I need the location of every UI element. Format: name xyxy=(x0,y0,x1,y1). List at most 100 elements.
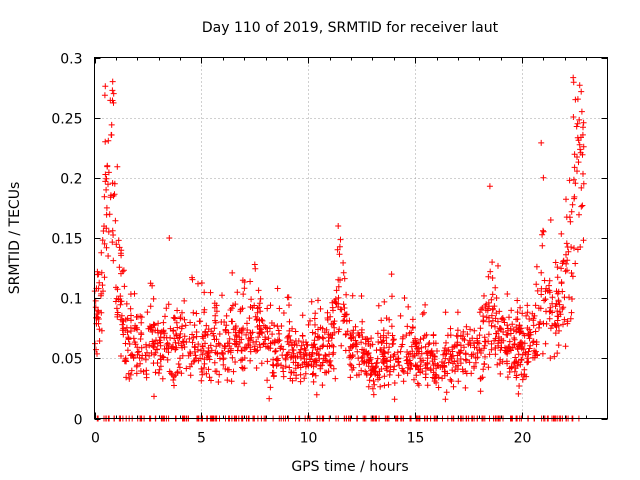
data-point xyxy=(228,305,235,312)
data-point xyxy=(254,305,261,312)
data-point xyxy=(526,316,533,322)
data-point xyxy=(118,270,124,277)
data-point xyxy=(273,356,280,363)
data-point xyxy=(578,108,585,115)
data-point xyxy=(258,360,265,367)
data-point xyxy=(195,341,202,348)
data-point xyxy=(430,331,437,338)
data-point xyxy=(228,378,235,385)
data-point xyxy=(466,359,473,366)
data-point xyxy=(114,163,121,170)
data-point xyxy=(221,319,228,325)
data-point xyxy=(301,345,308,352)
data-point xyxy=(568,270,575,276)
data-point xyxy=(498,315,505,322)
data-point xyxy=(408,329,415,336)
data-point xyxy=(564,244,571,250)
data-point xyxy=(216,355,223,362)
data-point xyxy=(177,330,184,337)
data-point xyxy=(199,351,206,358)
data-point xyxy=(133,314,140,320)
data-point xyxy=(124,347,131,354)
data-point xyxy=(554,264,561,271)
data-point xyxy=(244,320,250,327)
data-point xyxy=(194,346,201,353)
data-point xyxy=(530,317,537,324)
y-tick-label: 0.15 xyxy=(51,232,82,248)
data-point xyxy=(380,353,387,360)
data-point xyxy=(483,314,490,321)
data-point xyxy=(419,311,426,318)
data-point xyxy=(174,368,181,375)
y-tick-label: 0.3 xyxy=(60,52,82,68)
data-point xyxy=(286,318,293,325)
data-point xyxy=(144,309,151,316)
data-point xyxy=(496,325,503,332)
data-point xyxy=(247,357,254,364)
data-point xyxy=(253,365,260,371)
data-point xyxy=(149,338,156,345)
data-point xyxy=(205,366,212,373)
data-point xyxy=(395,372,402,379)
data-point xyxy=(485,331,492,338)
data-point xyxy=(120,267,127,274)
data-point xyxy=(480,317,487,324)
data-point xyxy=(287,354,294,361)
data-point xyxy=(349,292,356,299)
data-point xyxy=(248,296,255,303)
data-point xyxy=(220,361,227,368)
data-point xyxy=(448,355,455,362)
data-point xyxy=(148,324,155,331)
data-point xyxy=(191,322,198,329)
data-point xyxy=(556,327,562,334)
data-point xyxy=(157,363,164,370)
data-point xyxy=(365,356,372,363)
data-point xyxy=(212,319,219,326)
data-point xyxy=(118,247,125,254)
data-point xyxy=(163,334,170,341)
data-point xyxy=(378,317,385,324)
data-point xyxy=(459,335,466,342)
data-point xyxy=(220,350,226,356)
data-point xyxy=(100,288,106,295)
data-point xyxy=(377,383,384,390)
data-point xyxy=(493,330,499,337)
data-point xyxy=(371,365,378,372)
data-point xyxy=(491,337,498,344)
data-point xyxy=(159,375,166,382)
data-point xyxy=(422,374,429,381)
data-point xyxy=(551,353,558,360)
data-point xyxy=(449,348,456,355)
data-point xyxy=(280,310,287,316)
data-point xyxy=(488,340,495,347)
data-point xyxy=(258,316,265,323)
data-point xyxy=(335,328,342,335)
data-point xyxy=(312,330,319,337)
data-point xyxy=(361,350,368,357)
data-point xyxy=(574,168,580,175)
data-point xyxy=(331,324,338,331)
data-point xyxy=(408,361,415,368)
data-point xyxy=(316,334,323,341)
data-point xyxy=(397,312,404,319)
data-point xyxy=(260,341,267,348)
data-point xyxy=(466,337,473,344)
data-point xyxy=(116,264,123,271)
data-point xyxy=(341,275,348,282)
data-point xyxy=(246,315,253,322)
data-point xyxy=(190,309,197,316)
data-point xyxy=(336,243,343,250)
data-point xyxy=(447,376,454,383)
data-point xyxy=(511,341,518,347)
data-point xyxy=(180,339,187,346)
data-point xyxy=(130,354,137,360)
data-point xyxy=(223,312,230,319)
data-point xyxy=(385,381,392,388)
data-point xyxy=(269,369,276,376)
data-point xyxy=(257,308,264,315)
data-point xyxy=(514,297,521,304)
data-point xyxy=(374,330,381,337)
data-point xyxy=(114,311,121,318)
data-point xyxy=(463,370,470,377)
y-tick-label: 0.1 xyxy=(60,292,82,308)
